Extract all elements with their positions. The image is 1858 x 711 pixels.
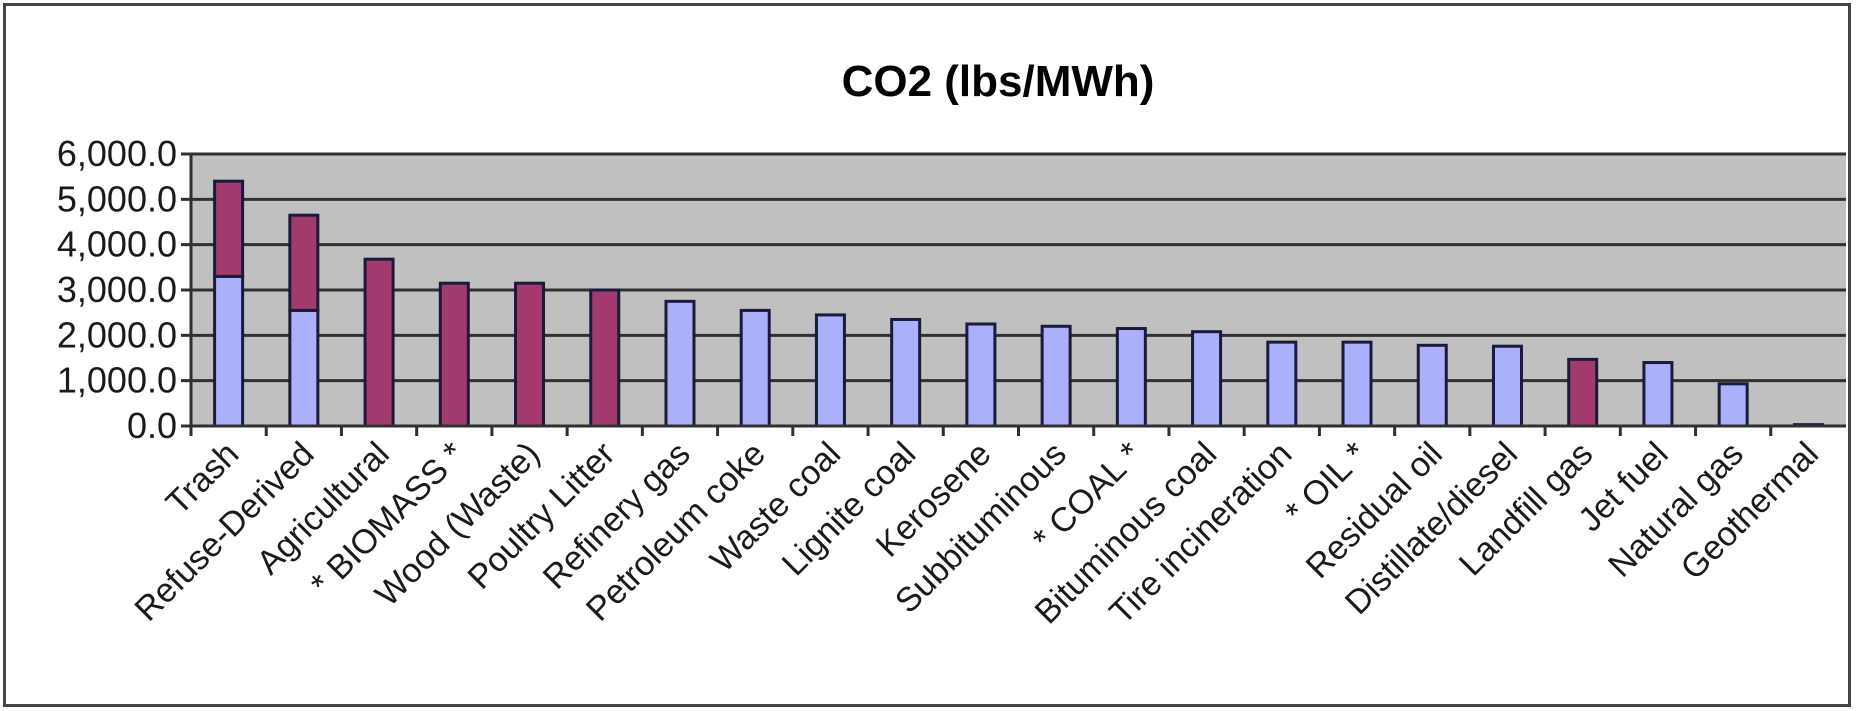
bar-segment-lower [814, 313, 846, 428]
bar-segment-upper [288, 213, 320, 312]
bar-segment-lower [288, 308, 320, 428]
bar-segment-lower [1491, 344, 1523, 428]
bar-segment-lower [965, 322, 997, 428]
bar-segment-lower [1642, 361, 1674, 428]
bar-segment-lower [1341, 340, 1373, 428]
y-tick-label: 0.0 [127, 405, 177, 446]
chart-frame: CO2 (lbs/MWh) 0.0 1,000.0 2,000.0 3,000.0 4,… [3, 3, 1851, 707]
y-tick-label: 1,000.0 [57, 360, 177, 401]
y-tick-label: 3,000.0 [57, 269, 177, 310]
bar-segment-lower [1115, 327, 1147, 428]
bar-segment-lower [213, 274, 245, 428]
bar-segment-upper [363, 257, 395, 428]
bar-segment-lower [1416, 343, 1448, 428]
y-tick-label: 4,000.0 [57, 224, 177, 265]
axes [189, 154, 1846, 428]
chart-title: CO2 (lbs/MWh) [842, 57, 1155, 106]
y-tick-label: 5,000.0 [57, 178, 177, 219]
y-tick-label: 2,000.0 [57, 314, 177, 355]
y-axis-ticks: 0.01,000.0 2,000.03,000.04,000.0 5,000.06,… [57, 133, 191, 446]
bar-segment-lower [1191, 330, 1223, 428]
co2-chart: CO2 (lbs/MWh) 0.01,000.0 2,000.03,000.04,… [57, 57, 1846, 632]
bar-segment-lower [739, 308, 771, 428]
bar-segment-upper [589, 288, 621, 428]
y-tick-label: 6,000.0 [57, 133, 177, 174]
bar-segment-upper [213, 179, 245, 278]
bar-segment-lower [1266, 340, 1298, 428]
bar-segment-upper [514, 281, 546, 428]
bar-segment-upper [1567, 357, 1599, 428]
bar-segment-upper [438, 281, 470, 428]
bar-segment-lower [890, 317, 922, 428]
bar-segment-lower [664, 299, 696, 428]
bar-segment-lower [1040, 324, 1072, 428]
bar-segment-lower [1717, 382, 1749, 428]
